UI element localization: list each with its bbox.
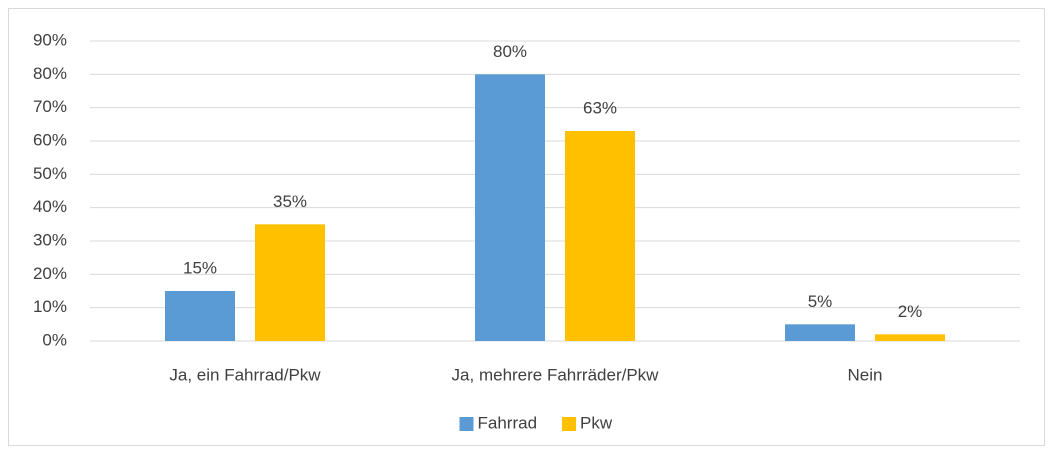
data-label: 2% <box>898 302 923 321</box>
y-tick-label: 80% <box>33 64 67 83</box>
y-tick-label: 60% <box>33 130 67 149</box>
bar <box>475 74 545 341</box>
bar <box>785 324 855 341</box>
legend-swatch <box>562 417 576 431</box>
data-label: 35% <box>273 192 307 211</box>
bar <box>565 131 635 341</box>
legend-label: Pkw <box>580 413 613 432</box>
bar <box>165 291 235 341</box>
y-tick-label: 50% <box>33 164 67 183</box>
x-tick-label: Nein <box>848 365 883 384</box>
legend-label: Fahrrad <box>478 413 538 432</box>
y-tick-label: 90% <box>33 30 67 49</box>
x-tick-label: Ja, mehrere Fahrräder/Pkw <box>452 365 660 384</box>
y-tick-label: 70% <box>33 97 67 116</box>
y-tick-label: 20% <box>33 264 67 283</box>
bar <box>875 334 945 341</box>
y-tick-label: 40% <box>33 197 67 216</box>
data-label: 63% <box>583 98 617 117</box>
data-label: 15% <box>183 258 217 277</box>
y-tick-label: 0% <box>42 330 67 349</box>
data-label: 80% <box>493 42 527 61</box>
bar <box>255 224 325 341</box>
y-tick-label: 30% <box>33 230 67 249</box>
x-tick-label: Ja, ein Fahrrad/Pkw <box>169 365 321 384</box>
data-label: 5% <box>808 292 833 311</box>
legend-swatch <box>459 417 474 431</box>
y-tick-label: 10% <box>33 297 67 316</box>
